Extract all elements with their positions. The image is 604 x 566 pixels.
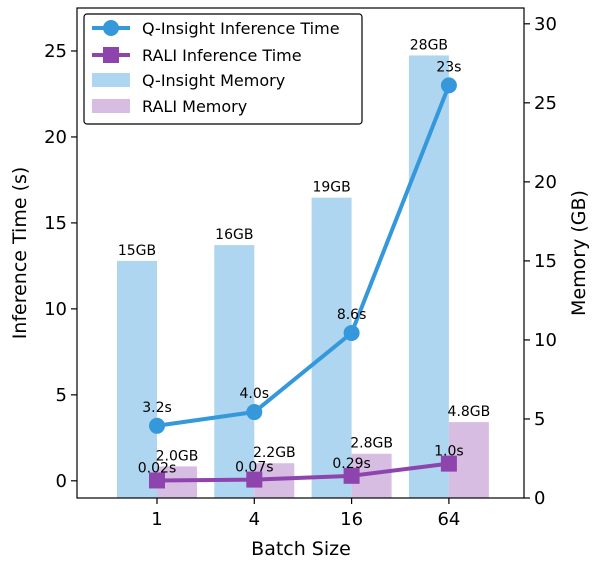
y-right-tick-label: 30 bbox=[534, 14, 557, 35]
line-value-label: 3.2s bbox=[142, 400, 172, 416]
line-point-marker bbox=[149, 472, 165, 489]
y-right-tick-label: 10 bbox=[534, 330, 557, 351]
bar-q-insight-memory-1 bbox=[117, 260, 157, 498]
bar-q-insight-memory-64 bbox=[408, 55, 449, 499]
legend-marker-swatch bbox=[103, 47, 119, 63]
line-value-label: 0.29s bbox=[332, 456, 370, 472]
y-left-tick-label: 25 bbox=[44, 41, 67, 62]
y-right-tick-label: 15 bbox=[534, 251, 557, 272]
data-labels-layer: 15GB 16GB 19GB 28GB 2.0GB 2.2GB 2.8GB 4.8GB 3.2s… bbox=[118, 37, 490, 476]
line-point-marker bbox=[343, 324, 360, 341]
bar-value-label: 4.8GB bbox=[448, 404, 491, 420]
y-right-tick-label: 5 bbox=[534, 409, 545, 430]
legend-entry-label: RALI Memory bbox=[142, 97, 247, 116]
line-q-insight-inference-time bbox=[156, 84, 451, 428]
bar-value-label: 2.8GB bbox=[350, 436, 393, 452]
y-axis-right-label: Memory (GB) bbox=[568, 190, 590, 316]
y-left-tick-label: 10 bbox=[44, 299, 67, 320]
x-tick-label: 1 bbox=[151, 509, 162, 530]
plot-frame bbox=[76, 7, 525, 499]
line-value-label: 8.6s bbox=[337, 307, 367, 323]
bar-value-label: 16GB bbox=[215, 227, 253, 243]
x-tick-label: 4 bbox=[249, 509, 260, 530]
x-tick-label: 64 bbox=[437, 509, 460, 530]
y-right-tick-label: 20 bbox=[534, 172, 557, 193]
x-tick-label: 16 bbox=[340, 509, 363, 530]
line-point-marker bbox=[440, 455, 457, 472]
y-left-tick-label: 20 bbox=[44, 127, 67, 148]
y-left-tick-label: 15 bbox=[44, 213, 67, 234]
legend-marker-swatch bbox=[103, 20, 119, 36]
y-axis-left-label: Inference Time (s) bbox=[9, 167, 31, 340]
line-rali-inference-time bbox=[156, 461, 450, 483]
line-value-label: 1.0s bbox=[434, 444, 464, 460]
bar-value-label: 28GB bbox=[410, 37, 448, 53]
line-value-label: 0.02s bbox=[138, 460, 176, 476]
x-axis-label: Batch Size bbox=[251, 538, 351, 560]
axes-layer: 0 5 10 15 20 25 0 5 10 15 20 25 30 1 4 16 64 bbox=[44, 14, 557, 530]
legend-entry-label: RALI Inference Time bbox=[142, 46, 302, 65]
bar-value-label: 2.0GB bbox=[156, 448, 199, 464]
line-value-label: 23s bbox=[436, 59, 461, 75]
y-left-tick-label: 5 bbox=[56, 385, 67, 406]
bar-q-insight-memory-4 bbox=[214, 245, 255, 498]
line-point-marker bbox=[149, 417, 165, 434]
bar-value-label: 15GB bbox=[118, 243, 156, 259]
y-right-tick-label: 25 bbox=[534, 93, 557, 114]
bar-value-label: 2.2GB bbox=[253, 445, 296, 461]
legend-bar-swatch bbox=[92, 73, 130, 87]
bar-value-label: 19GB bbox=[312, 180, 350, 196]
line-point-marker bbox=[246, 471, 263, 488]
legend-entry-label: Q-Insight Inference Time bbox=[142, 19, 340, 38]
legend-box bbox=[83, 13, 363, 125]
y-left-tick-label: 0 bbox=[56, 471, 67, 492]
legend-entry-label: Q-Insight Memory bbox=[142, 71, 285, 90]
line-value-label: 0.07s bbox=[235, 460, 273, 476]
line-value-label: 4.0s bbox=[240, 386, 270, 402]
line-point-marker bbox=[246, 404, 263, 421]
y-right-tick-label: 0 bbox=[534, 488, 545, 509]
legend: Q-Insight Inference Time RALI Inference T… bbox=[83, 13, 363, 125]
line-point-marker bbox=[440, 77, 457, 94]
line-point-marker bbox=[343, 467, 360, 484]
legend-bar-swatch bbox=[92, 99, 130, 113]
lines-layer bbox=[149, 77, 457, 489]
